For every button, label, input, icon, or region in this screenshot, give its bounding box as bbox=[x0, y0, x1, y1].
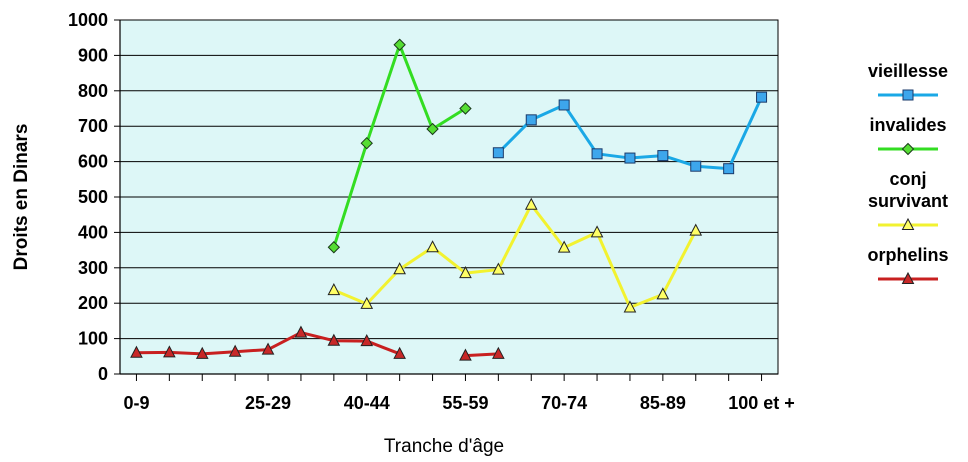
y-tick-label: 200 bbox=[78, 293, 108, 313]
series-invalides bbox=[327, 38, 472, 254]
legend-item-invalides: invalides bbox=[869, 115, 947, 156]
x-tick-labels: 0-9 25-29 40-44 55-59 70-74 85-89 100 et + bbox=[123, 393, 794, 413]
legend-label: vieillesse bbox=[868, 61, 948, 81]
x-axis-title: Tranche d'âge bbox=[384, 436, 504, 457]
data-point-conj-survivant bbox=[393, 262, 406, 275]
data-point-vieillesse bbox=[723, 163, 735, 175]
data-point-orphelins bbox=[294, 325, 308, 338]
y-tick-label: 0 bbox=[98, 364, 108, 384]
series-line-orphelins bbox=[465, 352, 499, 358]
data-point-invalides bbox=[426, 122, 439, 136]
data-point-vieillesse bbox=[492, 147, 504, 159]
legend-marker bbox=[901, 271, 915, 284]
y-tick-label: 100 bbox=[78, 329, 108, 349]
y-tick-label: 600 bbox=[78, 152, 108, 172]
data-point-conj-survivant bbox=[524, 197, 538, 210]
data-point-conj-survivant bbox=[426, 240, 439, 253]
data-point-orphelins bbox=[163, 345, 176, 358]
legend-marker bbox=[902, 89, 914, 101]
data-point-conj-survivant bbox=[327, 283, 341, 296]
data-point-conj-survivant bbox=[459, 266, 472, 279]
y-axis-title: Droits en Dinars bbox=[11, 124, 32, 271]
data-point-vieillesse bbox=[558, 99, 570, 111]
x-tick-label: 100 et + bbox=[728, 393, 795, 413]
data-point-orphelins bbox=[261, 342, 275, 355]
data-point-vieillesse bbox=[657, 150, 669, 162]
data-point-conj-survivant bbox=[656, 287, 670, 300]
data-point-conj-survivant bbox=[623, 300, 637, 313]
series-line-conj-survivant bbox=[333, 203, 698, 309]
series-group bbox=[130, 38, 768, 361]
data-point-vieillesse bbox=[624, 152, 636, 164]
data-point-invalides bbox=[393, 38, 406, 51]
data-point-orphelins bbox=[360, 334, 374, 347]
y-tick-label: 900 bbox=[78, 45, 108, 65]
data-point-conj-survivant bbox=[360, 296, 374, 309]
data-point-orphelins bbox=[492, 346, 505, 359]
x-tick-label: 25-29 bbox=[245, 393, 291, 413]
data-point-vieillesse bbox=[591, 148, 603, 160]
y-tick-label: 400 bbox=[78, 222, 108, 242]
data-point-orphelins bbox=[130, 345, 143, 358]
data-point-orphelins bbox=[228, 344, 242, 357]
y-tick-label: 500 bbox=[78, 187, 108, 207]
gridlines bbox=[120, 19, 778, 340]
series-vieillesse bbox=[492, 91, 768, 175]
y-tick-label: 800 bbox=[78, 81, 108, 101]
x-tick-label: 40-44 bbox=[344, 393, 390, 413]
data-point-vieillesse bbox=[690, 160, 702, 172]
y-tick-label: 300 bbox=[78, 258, 108, 278]
data-point-orphelins bbox=[459, 348, 472, 361]
data-point-conj-survivant bbox=[590, 225, 604, 238]
y-tick-labels: 0 100 200 300 400 500 600 700 800 900 1000 bbox=[68, 10, 108, 384]
x-tick-label: 0-9 bbox=[123, 393, 149, 413]
data-point-invalides bbox=[327, 241, 341, 254]
legend-item-vieillesse: vieillesse bbox=[868, 61, 948, 101]
data-point-orphelins bbox=[393, 346, 406, 359]
axes bbox=[114, 19, 778, 381]
y-tick-label: 700 bbox=[78, 116, 108, 136]
x-tick-label: 55-59 bbox=[442, 393, 488, 413]
data-point-vieillesse bbox=[525, 114, 537, 126]
data-point-orphelins bbox=[195, 346, 209, 359]
legend-item-orphelins: orphelins bbox=[867, 245, 949, 284]
legend-marker bbox=[901, 217, 915, 230]
data-point-conj-survivant bbox=[557, 240, 571, 253]
legend-label: conj bbox=[889, 169, 926, 189]
legend-label: invalides bbox=[869, 115, 946, 135]
series-orphelins bbox=[130, 325, 505, 361]
data-point-invalides bbox=[360, 136, 373, 150]
data-point-vieillesse bbox=[756, 91, 768, 103]
legend-label: orphelins bbox=[867, 245, 948, 265]
x-tick-label: 70-74 bbox=[541, 393, 587, 413]
data-point-conj-survivant bbox=[492, 262, 505, 275]
data-point-orphelins bbox=[327, 333, 341, 346]
data-point-invalides bbox=[459, 102, 472, 115]
series-conj-survivant bbox=[327, 197, 703, 313]
legend-marker bbox=[901, 142, 915, 156]
x-tick-label: 85-89 bbox=[640, 393, 686, 413]
data-point-conj-survivant bbox=[689, 223, 703, 236]
legend-label: survivant bbox=[868, 191, 948, 211]
y-tick-label: 1000 bbox=[68, 10, 108, 30]
